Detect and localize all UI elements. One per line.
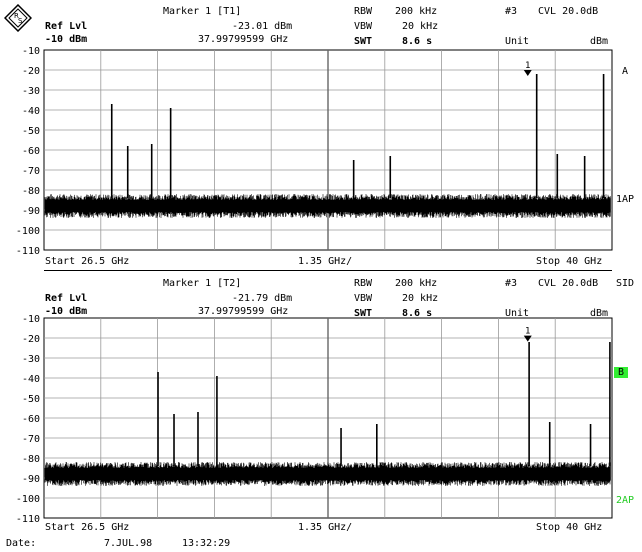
noise-floor-trace [44, 194, 611, 218]
rohde-schwarz-logo-icon: R S [4, 4, 32, 32]
marker-triangle [523, 335, 532, 342]
swt-label-2: SWT [354, 308, 373, 319]
y-tick-label: -100 [16, 494, 40, 505]
ref-lvl-value-1: -10 dBm [45, 34, 88, 45]
y-tick-label: -50 [22, 394, 40, 405]
start-frequency-1: Start 26.5 GHz [45, 256, 130, 267]
y-tick-label: -80 [22, 186, 40, 197]
marker-title-2: Marker 1 [T2] [163, 278, 242, 289]
side-label-2ap: 2AP [616, 495, 635, 506]
y-tick-label: -90 [22, 474, 40, 485]
date-value: 7.JUL.98 [104, 538, 153, 549]
y-tick-label: -10 [22, 314, 40, 325]
unit-value-1: dBm [590, 36, 609, 47]
stop-frequency-1: Stop 40 GHz [536, 256, 603, 267]
span-per-division-2: 1.35 GHz/ [298, 522, 353, 533]
y-tick-label: -100 [16, 226, 40, 237]
marker-frequency-2: 37.99799599 GHz [198, 306, 289, 317]
side-label-b: B [614, 367, 629, 378]
vbw-value-1: 20 kHz [402, 21, 439, 32]
start-frequency-2: Start 26.5 GHz [45, 522, 130, 533]
y-tick-label: -40 [22, 374, 40, 385]
time-value: 13:32:29 [182, 538, 231, 549]
y-tick-label: -70 [22, 166, 40, 177]
vbw-value-2: 20 kHz [402, 293, 439, 304]
swt-value-1: 8.6 s [402, 36, 433, 47]
trace-number-1: #3 [505, 6, 518, 17]
y-tick-label: -110 [16, 514, 40, 525]
y-tick-label: -90 [22, 206, 40, 217]
noise-floor-trace [44, 462, 611, 486]
y-tick-label: -20 [22, 334, 40, 345]
span-per-division-1: 1.35 GHz/ [298, 256, 353, 267]
y-tick-label: -10 [22, 46, 40, 57]
trace-number-2: #3 [505, 278, 518, 289]
plot-frame [43, 49, 613, 251]
marker-triangle [523, 70, 532, 77]
side-label-1ap: 1AP [616, 194, 635, 205]
svg-text:S: S [18, 17, 23, 25]
rbw-value-1: 200 kHz [395, 6, 438, 17]
marker-level-2: -21.79 dBm [232, 293, 293, 304]
rbw-value-2: 200 kHz [395, 278, 438, 289]
ref-lvl-label-2: Ref Lvl [45, 293, 88, 304]
unit-label-1: Unit [505, 36, 530, 47]
y-tick-label: -110 [16, 246, 40, 257]
unit-value-2: dBm [590, 308, 609, 319]
y-tick-label: -70 [22, 434, 40, 445]
y-tick-label: -40 [22, 106, 40, 117]
marker-label: 1 [525, 327, 530, 337]
y-tick-label: -30 [22, 86, 40, 97]
y-tick-label: -60 [22, 414, 40, 425]
vbw-label-2: VBW [354, 293, 373, 304]
screen-separator [44, 270, 612, 271]
date-label: Date: [6, 538, 37, 549]
rbw-label-1: RBW [354, 6, 373, 17]
marker-title-1: Marker 1 [T1] [163, 6, 242, 17]
svg-text:R: R [14, 12, 19, 20]
y-tick-label: -50 [22, 126, 40, 137]
marker-label: 1 [525, 61, 530, 71]
stop-frequency-2: Stop 40 GHz [536, 522, 603, 533]
rbw-label-2: RBW [354, 278, 373, 289]
side-label-a: A [622, 66, 629, 77]
unit-label-2: Unit [505, 308, 530, 319]
plot-frame [43, 317, 613, 519]
vbw-label-1: VBW [354, 21, 373, 32]
y-tick-label: -80 [22, 454, 40, 465]
marker-level-1: -23.01 dBm [232, 21, 293, 32]
swt-label-1: SWT [354, 36, 373, 47]
swt-value-2: 8.6 s [402, 308, 433, 319]
ref-lvl-value-2: -10 dBm [45, 306, 88, 317]
y-tick-label: -60 [22, 146, 40, 157]
side-label-sid: SID [616, 278, 635, 289]
cvl-value-2: CVL 20.0dB [538, 278, 599, 289]
ref-lvl-label-1: Ref Lvl [45, 21, 88, 32]
y-tick-label: -30 [22, 354, 40, 365]
cvl-value-1: CVL 20.0dB [538, 6, 599, 17]
marker-frequency-1: 37.99799599 GHz [198, 34, 289, 45]
y-tick-label: -20 [22, 66, 40, 77]
